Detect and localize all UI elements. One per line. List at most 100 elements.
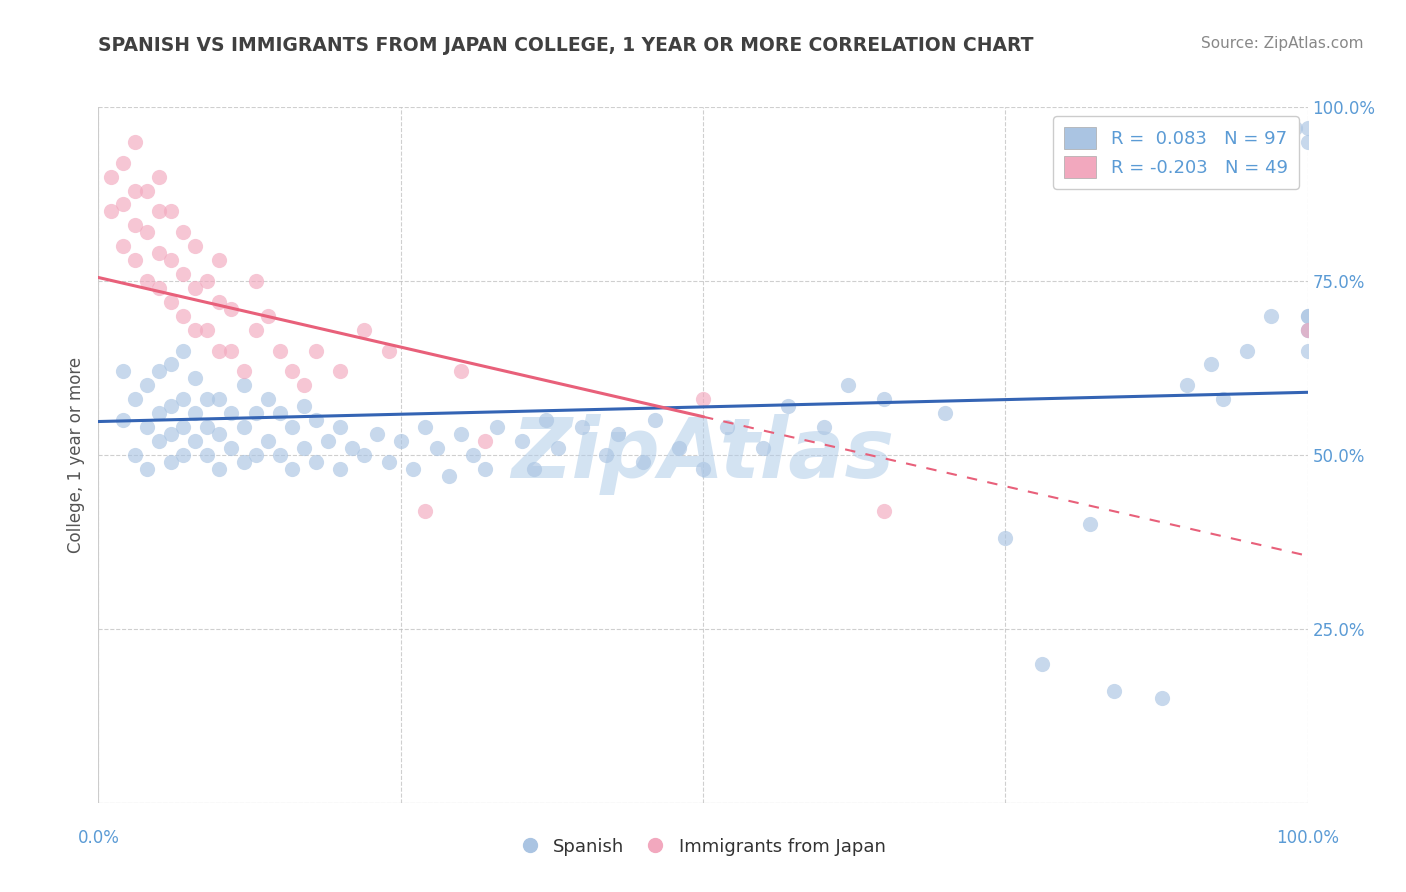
Point <box>426 441 449 455</box>
Point <box>148 246 170 260</box>
Point <box>232 455 254 469</box>
Point <box>208 427 231 442</box>
Point <box>1199 358 1222 372</box>
Point <box>873 503 896 517</box>
Point <box>160 358 183 372</box>
Point <box>1031 657 1053 671</box>
Point <box>837 378 859 392</box>
Point <box>329 420 352 434</box>
Point <box>135 378 157 392</box>
Point <box>256 434 278 448</box>
Point <box>111 197 134 211</box>
Point <box>486 420 509 434</box>
Point <box>245 448 267 462</box>
Point <box>1296 323 1319 337</box>
Point <box>547 441 569 455</box>
Point <box>195 392 218 407</box>
Point <box>1296 309 1319 323</box>
Point <box>1175 378 1198 392</box>
Point <box>692 392 714 407</box>
Point <box>668 441 690 455</box>
Point <box>184 323 207 337</box>
Point <box>172 448 194 462</box>
Point <box>124 135 146 149</box>
Point <box>752 441 775 455</box>
Point <box>160 399 183 413</box>
Point <box>281 462 304 476</box>
Point <box>135 274 157 288</box>
Point <box>148 364 170 378</box>
Point <box>172 420 194 434</box>
Point <box>413 420 436 434</box>
Point <box>208 294 231 309</box>
Point <box>1296 323 1319 337</box>
Point <box>1272 135 1295 149</box>
Point <box>160 427 183 442</box>
Point <box>353 448 375 462</box>
Point <box>148 169 170 184</box>
Point <box>474 434 496 448</box>
Point <box>208 343 231 358</box>
Point <box>100 204 122 219</box>
Point <box>172 392 194 407</box>
Point <box>221 441 243 455</box>
Point <box>1296 309 1319 323</box>
Point <box>437 468 460 483</box>
Point <box>813 420 835 434</box>
Point <box>135 225 157 239</box>
Point <box>232 420 254 434</box>
Point <box>776 399 799 413</box>
Point <box>111 413 134 427</box>
Point <box>232 378 254 392</box>
Point <box>510 434 533 448</box>
Point <box>160 294 183 309</box>
Point <box>184 281 207 295</box>
Point <box>124 219 146 233</box>
Point <box>595 448 617 462</box>
Point <box>607 427 630 442</box>
Point <box>160 204 183 219</box>
Point <box>111 155 134 169</box>
Point <box>208 392 231 407</box>
Point <box>208 462 231 476</box>
Y-axis label: College, 1 year or more: College, 1 year or more <box>67 357 86 553</box>
Point <box>148 406 170 420</box>
Point <box>269 343 291 358</box>
Point <box>160 253 183 268</box>
Point <box>377 455 399 469</box>
Point <box>184 371 207 385</box>
Point <box>124 448 146 462</box>
Point <box>716 420 738 434</box>
Point <box>111 364 134 378</box>
Point <box>631 455 654 469</box>
Point <box>135 184 157 198</box>
Point <box>366 427 388 442</box>
Text: ZipAtlas: ZipAtlas <box>512 415 894 495</box>
Point <box>329 364 352 378</box>
Point <box>873 392 896 407</box>
Point <box>1296 343 1319 358</box>
Text: 0.0%: 0.0% <box>77 829 120 847</box>
Point <box>1296 323 1319 337</box>
Point <box>245 274 267 288</box>
Point <box>256 392 278 407</box>
Point <box>377 343 399 358</box>
Point <box>1152 691 1174 706</box>
Point <box>934 406 956 420</box>
Point <box>281 420 304 434</box>
Point <box>474 462 496 476</box>
Point <box>413 503 436 517</box>
Point <box>450 427 472 442</box>
Point <box>1212 392 1234 407</box>
Point <box>389 434 412 448</box>
Point <box>402 462 425 476</box>
Point <box>523 462 546 476</box>
Point <box>148 204 170 219</box>
Point <box>292 441 315 455</box>
Point <box>329 462 352 476</box>
Point <box>195 420 218 434</box>
Point <box>353 323 375 337</box>
Point <box>292 399 315 413</box>
Point <box>221 343 243 358</box>
Point <box>172 267 194 281</box>
